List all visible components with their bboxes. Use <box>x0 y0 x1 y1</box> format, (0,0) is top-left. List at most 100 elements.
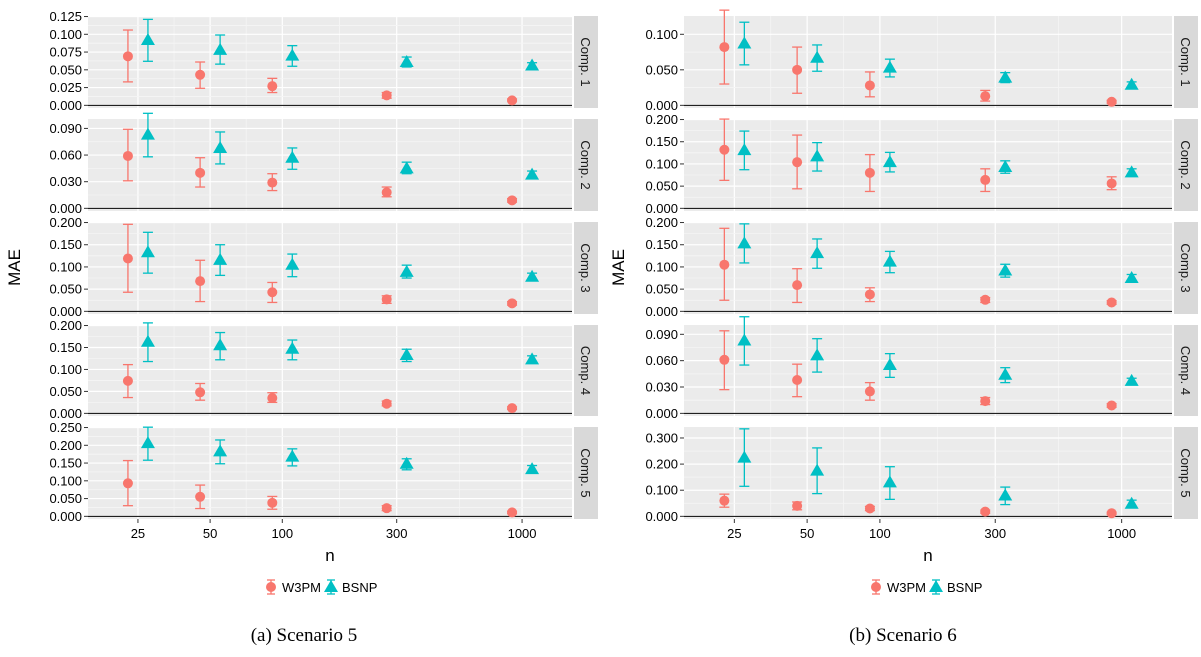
point-W3PM <box>267 177 278 188</box>
facet-strip <box>1174 16 1198 108</box>
y-tick-label: 0.030 <box>49 174 82 189</box>
point-W3PM <box>195 276 206 287</box>
panel-background <box>684 16 1172 108</box>
point-BSNP <box>525 58 540 71</box>
point-BSNP <box>399 55 414 67</box>
point-BSNP <box>285 341 300 354</box>
figure-caption: (a) Scenario 5 <box>251 625 358 646</box>
facet-strip-label: Comp. 2 <box>578 140 593 189</box>
point-W3PM <box>864 167 875 178</box>
point-W3PM <box>381 187 392 198</box>
x-tick-label: 25 <box>131 526 145 541</box>
point-BSNP <box>213 42 228 55</box>
y-tick-label: 0.050 <box>49 62 82 77</box>
point-W3PM <box>980 91 991 102</box>
y-tick-label: 0.100 <box>49 27 82 42</box>
point-BSNP <box>1124 373 1139 386</box>
point-BSNP <box>1124 77 1139 90</box>
point-W3PM <box>792 280 803 291</box>
y-tick-label: 0.150 <box>49 340 82 355</box>
y-tick-label: 0.000 <box>49 406 82 421</box>
facet-panel: 0.000 0.030 0.060 0.090 Comp. 2 <box>49 112 598 216</box>
point-BSNP <box>399 347 414 360</box>
point-W3PM <box>864 503 875 514</box>
x-tick-label: 300 <box>984 526 1006 541</box>
facet-strip-label: Comp. 5 <box>578 448 593 497</box>
facet-panel: 0.000 0.050 0.100 0.150 0.200 Comp. 3 <box>645 215 1198 319</box>
point-W3PM <box>381 503 392 514</box>
point-BSNP <box>998 263 1013 276</box>
point-BSNP <box>140 32 155 45</box>
y-tick-label: 0.075 <box>49 45 82 60</box>
point-BSNP <box>882 60 897 73</box>
point-W3PM <box>719 354 730 365</box>
point-W3PM <box>122 150 133 161</box>
y-tick-label: 0.100 <box>645 259 678 274</box>
facet-panel: 0.000 0.025 0.050 0.075 0.100 0.125 Comp. 1 <box>49 9 598 113</box>
y-tick-label: 0.100 <box>645 483 678 498</box>
y-tick-label: 0.060 <box>645 353 678 368</box>
y-tick-label: 0.090 <box>49 121 82 136</box>
point-W3PM <box>381 90 392 101</box>
y-tick-label: 0.200 <box>49 215 82 230</box>
point-BSNP <box>810 348 825 361</box>
facet-panel: 0.000 0.050 0.100 0.150 0.200 Comp. 3 <box>49 215 598 319</box>
y-tick-label: 0.150 <box>49 456 82 471</box>
y-tick-label: 0.050 <box>49 491 82 506</box>
point-BSNP <box>882 358 897 371</box>
x-axis-title: n <box>923 546 932 565</box>
y-tick-label: 0.000 <box>645 201 678 216</box>
facet-strip <box>1174 427 1198 519</box>
point-W3PM <box>980 174 991 185</box>
facet-strip-label: Comp. 4 <box>578 346 593 395</box>
point-W3PM <box>381 398 392 409</box>
point-W3PM <box>864 289 875 300</box>
x-axis-title: n <box>325 546 334 565</box>
panel-background <box>88 222 572 314</box>
point-W3PM <box>1106 297 1117 308</box>
point-W3PM <box>195 387 206 398</box>
point-BSNP <box>737 333 752 346</box>
point-W3PM <box>195 167 206 178</box>
point-BSNP <box>213 252 228 265</box>
point-W3PM <box>267 497 278 508</box>
point-W3PM <box>980 506 991 517</box>
point-W3PM <box>792 64 803 75</box>
facet-strip <box>1174 325 1198 416</box>
legend-label-W3PM: W3PM <box>282 580 321 595</box>
point-W3PM <box>980 396 991 407</box>
y-tick-label: 0.200 <box>645 457 678 472</box>
legend-label-W3PM: W3PM <box>887 580 926 595</box>
legend-key-W3PM <box>266 582 276 592</box>
y-tick-label: 0.200 <box>645 112 678 127</box>
point-BSNP <box>213 338 228 351</box>
y-tick-label: 0.150 <box>645 237 678 252</box>
point-BSNP <box>1124 496 1139 509</box>
point-W3PM <box>267 81 278 92</box>
y-tick-label: 0.150 <box>645 134 678 149</box>
x-tick-label: 50 <box>800 526 814 541</box>
point-BSNP <box>213 140 228 153</box>
y-tick-label: 0.050 <box>49 384 82 399</box>
y-tick-label: 0.000 <box>49 304 82 319</box>
point-BSNP <box>399 456 414 469</box>
facet-strip <box>574 427 598 519</box>
facet-panel: 0.000 0.050 0.100 0.150 0.200 Comp. 4 <box>49 318 598 421</box>
chart-scenario-6: 0.000 0.050 0.100 Comp. 1 0.000 0.050 0.100 0.1… <box>609 9 1198 646</box>
y-tick-label: 0.050 <box>49 282 82 297</box>
point-BSNP <box>810 246 825 259</box>
point-W3PM <box>195 69 206 80</box>
point-BSNP <box>140 245 155 258</box>
y-tick-label: 0.000 <box>645 509 678 524</box>
point-BSNP <box>399 264 414 277</box>
y-tick-label: 0.100 <box>645 27 678 42</box>
panel-background <box>88 119 572 211</box>
point-W3PM <box>267 287 278 298</box>
y-tick-label: 0.000 <box>49 98 82 113</box>
point-W3PM <box>1106 400 1117 411</box>
y-tick-label: 0.025 <box>49 80 82 95</box>
legend: W3PM BSNP <box>871 579 982 595</box>
facet-panel: 0.000 0.030 0.060 0.090 Comp. 4 <box>645 316 1198 421</box>
facet-strip-label: Comp. 1 <box>1178 37 1193 86</box>
y-axis-title: MAE <box>5 249 24 286</box>
